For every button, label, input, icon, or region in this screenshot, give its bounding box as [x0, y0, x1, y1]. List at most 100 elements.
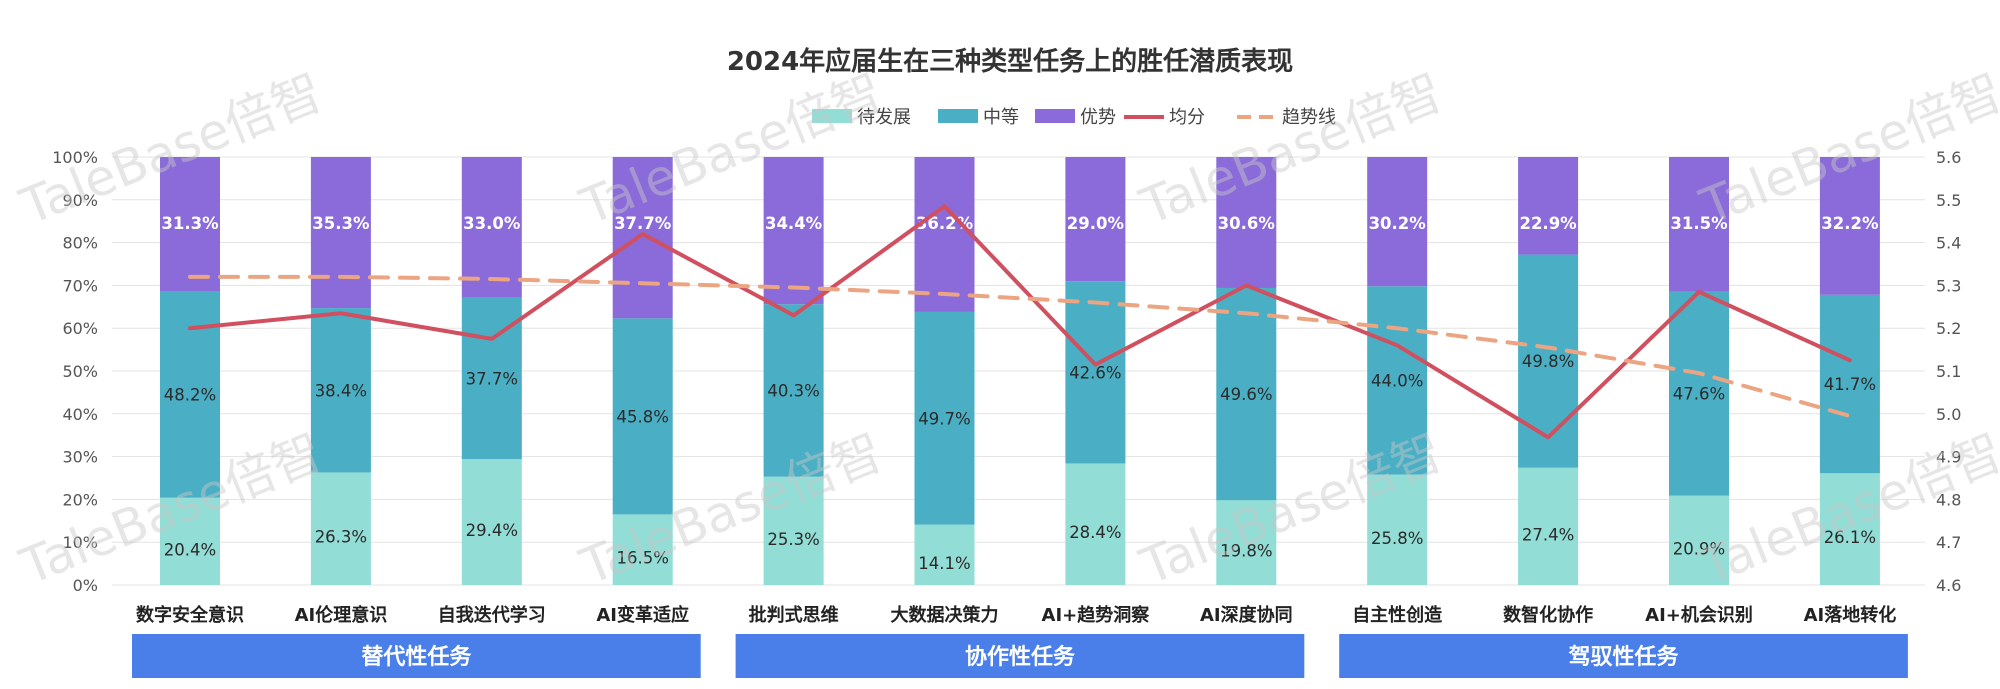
- legend-label: 待发展: [857, 107, 911, 128]
- bar-segment-advantage: [612, 157, 673, 319]
- bar-data-label: 31.3%: [161, 214, 219, 233]
- legend-label: 优势: [1080, 107, 1116, 128]
- bar-data-label: 31.5%: [1670, 214, 1728, 233]
- bar-segment-advantage: [1518, 157, 1579, 255]
- y-left-tick-label: 90%: [62, 191, 98, 210]
- category-label: 自主性创造: [1352, 604, 1442, 626]
- bar-segment-developing: [160, 497, 220, 585]
- x-axis-categories: 数字安全意识 AI伦理意识 自我迭代学习 AI变革适应 批判式思维 大数据决策力 AI+趋势…: [136, 604, 1896, 626]
- chart-title: 2024年应届生在三种类型任务上的胜任潜质表现: [727, 46, 1293, 77]
- y-right-tick-label: 5.6: [1936, 148, 1961, 167]
- legend-swatch: [1035, 109, 1075, 123]
- task-group-label: 协作性任务: [965, 644, 1076, 670]
- legend-swatch: [938, 109, 978, 123]
- y-right-tick-label: 5.4: [1936, 234, 1961, 253]
- task-groups: 替代性任务 协作性任务 驾驭性任务: [132, 634, 1908, 678]
- bar-segment-advantage: [914, 157, 975, 312]
- trend-line: [188, 274, 1852, 418]
- bar-data-label: 22.9%: [1519, 214, 1577, 233]
- y-right-tick-label: 4.9: [1936, 448, 1961, 467]
- average-line: [188, 204, 1852, 440]
- bar-data-label: 49.8%: [1522, 352, 1574, 371]
- task-group-banner: [735, 634, 1305, 678]
- y-left-tick-label: 50%: [62, 362, 98, 381]
- category-label: 数字安全意识: [136, 604, 244, 626]
- bar-segment-medium: [1065, 281, 1126, 464]
- category-label: 批判式思维: [749, 604, 839, 626]
- bar-segment-advantage: [1367, 157, 1428, 287]
- y-right-tick-label: 5.2: [1936, 319, 1961, 338]
- y-left-tick-label: 70%: [62, 276, 98, 295]
- bar-data-label: 37.7%: [466, 369, 518, 388]
- bar-segment-medium: [1518, 254, 1579, 468]
- legend-label: 趋势线: [1282, 107, 1336, 128]
- y-left-tick-label: 100%: [52, 148, 98, 167]
- y-right-tick-label: 4.8: [1936, 490, 1961, 509]
- bar-data-label: 20.9%: [1673, 539, 1725, 558]
- category-label: AI落地转化: [1804, 604, 1897, 626]
- bar-data-label: 49.6%: [1220, 385, 1272, 404]
- lines: [188, 204, 1852, 440]
- legend-label: 中等: [983, 107, 1019, 128]
- bar-segment-advantage: [310, 157, 371, 309]
- y-right-tick-label: 5.1: [1936, 362, 1961, 381]
- bar-segment-developing: [914, 524, 975, 585]
- bar-segment-medium: [763, 304, 824, 477]
- bar-data-label: 20.4%: [164, 540, 216, 559]
- bar-data-label: 48.2%: [164, 386, 216, 405]
- task-group-banner: [132, 634, 701, 678]
- bar-segment-medium: [914, 311, 975, 525]
- y-left-tick-label: 60%: [62, 319, 98, 338]
- bar-data-label: 19.8%: [1220, 542, 1272, 561]
- bar-segment-developing: [1669, 495, 1729, 585]
- bar-data-label: 26.1%: [1824, 528, 1876, 547]
- bar-data-label: 35.3%: [312, 214, 370, 233]
- y-right-tick-label: 5.3: [1936, 276, 1961, 295]
- category-label: 大数据决策力: [891, 604, 999, 626]
- legend: 待发展 中等 优势 均分 趋势线: [812, 107, 1336, 128]
- bar-segment-medium: [1367, 286, 1428, 475]
- bar-segment-developing: [1518, 467, 1579, 585]
- bar-data-label: 34.4%: [765, 214, 823, 233]
- bar-segment-developing: [1065, 463, 1126, 585]
- bar-data-label: 30.6%: [1218, 214, 1276, 233]
- bar-segment-medium: [1819, 294, 1880, 474]
- bar-labels: 20.4% 48.2% 31.3% 26.3% 38.4% 35.3% 29.4% 37.7%…: [161, 214, 1879, 573]
- bar-data-label: 41.7%: [1824, 375, 1876, 394]
- bars: [160, 157, 1880, 585]
- bar-data-label: 37.7%: [614, 214, 672, 233]
- bar-segment-medium: [1216, 287, 1277, 501]
- y-axis-right: 4.6 4.7 4.8 4.9 5.0 5.1 5.2 5.3 5.4 5.5 5.6: [1936, 148, 1961, 595]
- bar-segment-advantage: [1065, 157, 1126, 282]
- bar-data-label: 33.0%: [463, 214, 521, 233]
- task-group-label: 驾驭性任务: [1569, 644, 1680, 670]
- y-left-tick-label: 40%: [62, 405, 98, 424]
- bar-segment-developing: [461, 459, 522, 585]
- bar-data-label: 49.7%: [918, 409, 970, 428]
- category-label: AI+趋势洞察: [1042, 604, 1151, 626]
- bar-data-label: 47.6%: [1673, 385, 1725, 404]
- task-group-label: 替代性任务: [361, 644, 472, 670]
- bar-data-label: 27.4%: [1522, 525, 1574, 544]
- category-label: 自我迭代学习: [438, 604, 546, 626]
- bar-data-label: 26.3%: [315, 528, 367, 547]
- bar-segment-developing: [1819, 473, 1880, 585]
- y-left-tick-label: 10%: [62, 533, 98, 552]
- category-label: AI深度协同: [1200, 604, 1293, 626]
- bar-data-label: 42.6%: [1069, 363, 1121, 382]
- bar-data-label: 29.4%: [466, 521, 518, 540]
- bar-data-label: 29.0%: [1067, 214, 1125, 233]
- legend-swatch: [812, 109, 852, 123]
- bar-segment-advantage: [1216, 157, 1277, 288]
- bar-segment-advantage: [1669, 157, 1729, 292]
- bar-data-label: 16.5%: [616, 549, 668, 568]
- bar-data-label: 25.8%: [1371, 529, 1423, 548]
- category-label: 数智化协作: [1503, 604, 1593, 626]
- bar-data-label: 14.1%: [918, 554, 970, 573]
- bar-segment-developing: [763, 476, 824, 585]
- legend-label: 均分: [1169, 107, 1205, 128]
- bar-data-label: 32.2%: [1821, 214, 1879, 233]
- bar-segment-developing: [612, 514, 673, 585]
- category-label: AI+机会识别: [1645, 604, 1753, 626]
- bar-segment-advantage: [1819, 157, 1880, 295]
